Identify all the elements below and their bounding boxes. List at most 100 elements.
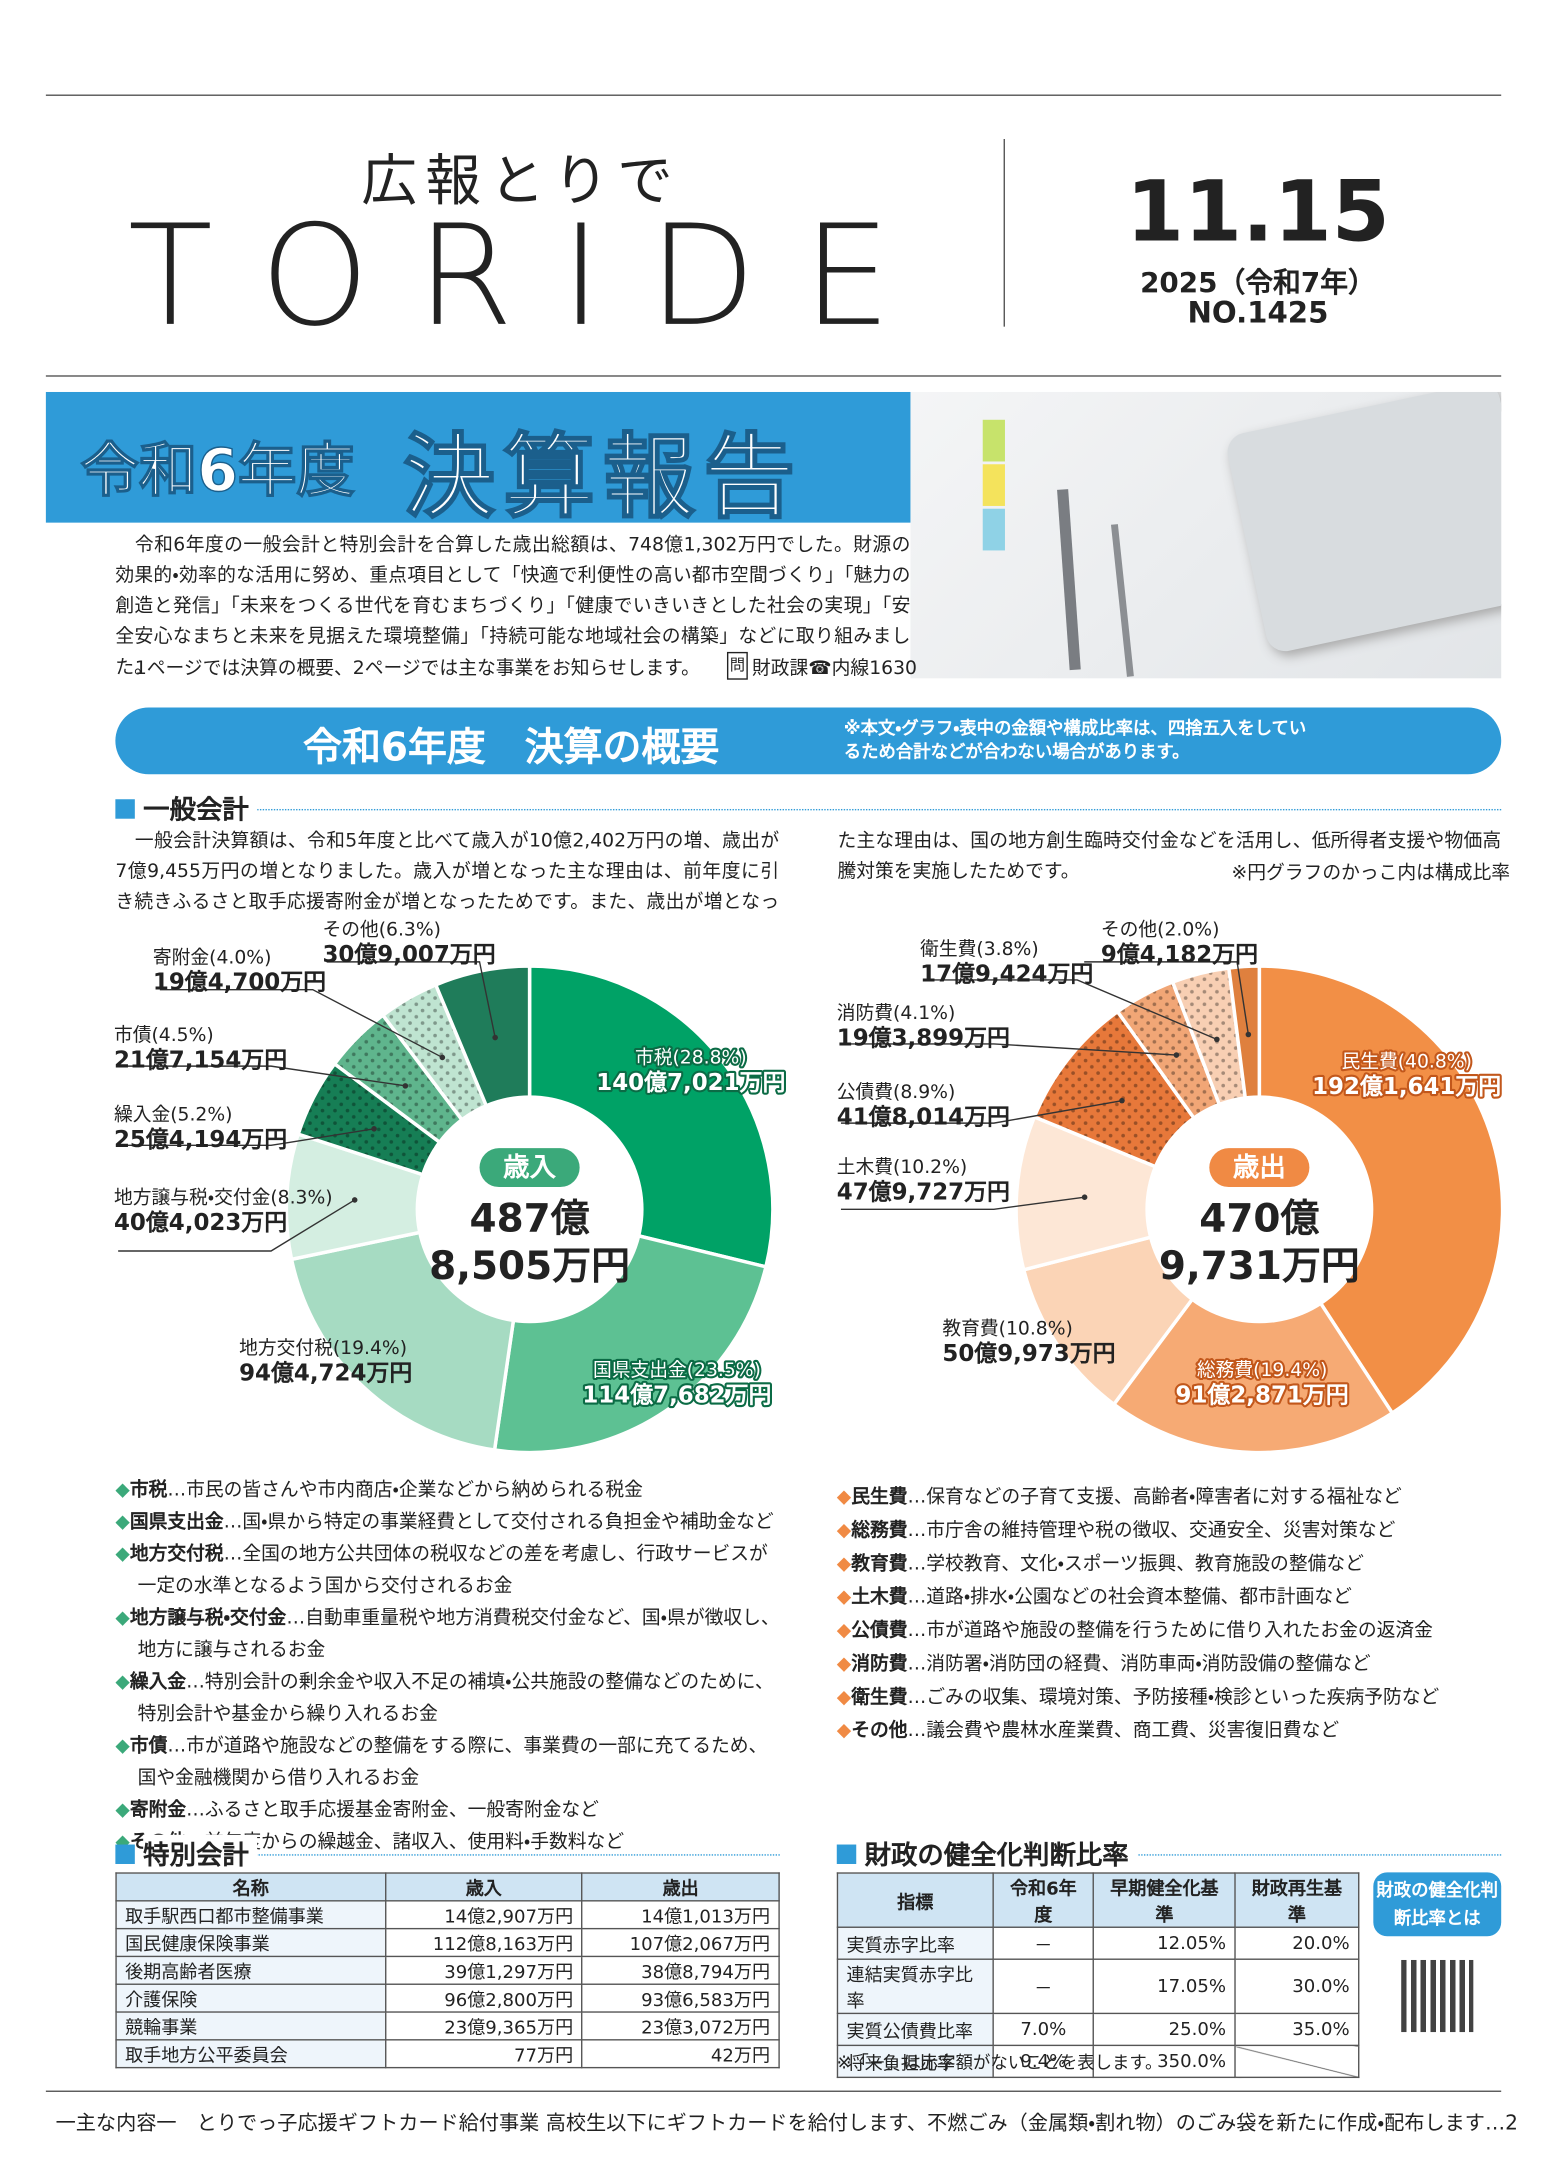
slice-amount: 140億7,021万円	[596, 1070, 785, 1096]
slice-name: 土木費	[837, 1156, 893, 1178]
slice-label: 市税(28.8%)	[635, 1046, 747, 1068]
leader-line	[840, 1043, 1177, 1056]
hero-photo	[910, 391, 1502, 679]
masthead-divider	[1003, 139, 1005, 327]
masthead-subtitle: 広報とりで	[361, 150, 682, 215]
table-cell: －	[992, 1958, 1095, 2015]
expense-glossary: ◆民生費…保育などの子育て支援、高齢者・障害者に対する福祉など ◆総務費…市庁舎の…	[837, 1480, 1501, 1747]
leader-line	[159, 988, 443, 1059]
glossary-desc: …市庁舎の維持管理や税の徴収、交通安全、災害対策など	[907, 1519, 1396, 1542]
leader-dot	[371, 1126, 377, 1132]
overview-note: ※本文・グラフ・表中の金額や構成比率は、四捨五入をしているため合計などが合わない…	[843, 717, 1307, 762]
heading-marker	[115, 798, 135, 819]
slice-amount: 40億4,023万円	[114, 1210, 287, 1236]
glossary-term: 繰入金	[129, 1670, 187, 1694]
fiscal-badge[interactable]: 財政の健全化判断比率とは	[1373, 1872, 1502, 1937]
glossary-desc: …議会費や農林水産業費、商工費、災害復旧費など	[907, 1719, 1340, 1742]
glossary-bullet: ◆	[115, 1510, 130, 1534]
glossary-desc: …特別会計の剰余金や収入不足の補填・公共施設の整備などのために、特別会計や基金か…	[137, 1670, 774, 1725]
column-header: 令和6年度	[992, 1872, 1095, 1928]
table-cell: 42万円	[581, 2039, 780, 2069]
slice-label: 公債費(8.9%)	[837, 1081, 956, 1103]
glossary-term: 市債	[129, 1734, 168, 1757]
table-row: 連結実質赤字比率－ 17.05% 30.0%	[836, 1958, 1360, 2015]
table-row: 実質赤字比率－ 12.05% 20.0%	[836, 1926, 1360, 1960]
center-total: 8,505万円	[429, 1244, 630, 1289]
glossary-term: 民生費	[851, 1485, 908, 1509]
glossary-bullet: ◆	[115, 1478, 130, 1502]
leader-line	[840, 1099, 1123, 1124]
glossary-desc: …市民の皆さんや市内商店・企業などから納められる税金	[167, 1478, 643, 1502]
glossary-item: ◆衛生費…ごみの収集、環境対策、予防接種・検診といった疾病予防など	[837, 1681, 1501, 1714]
leader-line	[1084, 961, 1250, 1035]
column-header: 財政再生基準	[1234, 1872, 1360, 1928]
table-cell: 112億8,163万円	[384, 1927, 583, 1958]
slice-amount: 94億4,724万円	[239, 1360, 412, 1386]
slice-name: 民生費	[1341, 1051, 1397, 1073]
hero-title: 決算報告	[402, 423, 804, 532]
pie-note: ※円グラフのかっこ内は構成比率	[1223, 856, 1510, 885]
column-header: 歳出	[581, 1872, 780, 1902]
table-cell: 23億9,365万円	[384, 2011, 583, 2041]
pie-hole	[415, 1095, 644, 1324]
leader-line	[118, 1199, 356, 1252]
table-cell: 競輪事業	[115, 2011, 387, 2041]
slice-label: その他(6.3%)	[322, 918, 441, 940]
slice-label: 地方譲与税・交付金(8.3%)	[114, 1187, 333, 1209]
slice-percent: (40.8%)	[1398, 1052, 1472, 1073]
heading-marker	[836, 1843, 857, 1864]
slice-name: 寄附金	[153, 946, 209, 968]
intro-note: 1ページでは決算の概要、2ページでは主な事業をお知らせします。	[134, 657, 700, 680]
center-label: 歳出	[1233, 1152, 1286, 1183]
leader-dot	[1214, 1036, 1220, 1043]
glossary-desc: …自動車重量税や地方消費税交付金など、国・県が徴収し、地方に譲与されるお金	[137, 1606, 780, 1662]
glossary-bullet: ◆	[836, 1585, 852, 1609]
glossary-bullet: ◆	[836, 1552, 852, 1575]
slice-name: 教育費	[942, 1317, 998, 1339]
table-cell: 後期高齢者医療	[115, 1955, 387, 1985]
slice-name: その他	[1101, 918, 1157, 940]
table-cell: 7.0%	[992, 2012, 1095, 2047]
slice-percent: (10.8%)	[999, 1318, 1073, 1339]
slice-amount: 30億9,007万円	[322, 942, 495, 968]
heading-text: 一般会計	[143, 789, 258, 828]
masthead-title: TORIDE	[127, 194, 939, 358]
heading-rule	[1128, 1853, 1502, 1855]
slice-amount: 25億4,194万円	[114, 1127, 287, 1153]
glossary-bullet: ◆	[836, 1719, 852, 1742]
slice-percent: (4.0%)	[209, 947, 271, 968]
glossary-bullet: ◆	[836, 1619, 852, 1642]
intro-text: 令和6年度の一般会計と特別会計を合算した歳出総額は、748億1,302万円でした…	[115, 533, 911, 679]
center-total: 9,731万円	[1159, 1244, 1360, 1289]
glossary-item: ◆民生費…保育などの子育て支援、高齢者・障害者に対する福祉など	[837, 1480, 1501, 1513]
glossary-desc: …学校教育、文化・スポーツ振興、教育施設の整備など	[907, 1552, 1364, 1575]
table-header-row: 指標 令和6年度 早期健全化基準 財政再生基準	[836, 1872, 1360, 1928]
fiscal-table: 指標 令和6年度 早期健全化基準 財政再生基準 実質赤字比率－ 12.05% 20.0% 連結…	[836, 1872, 1360, 2079]
table-cell: 国民健康保険事業	[115, 1927, 387, 1958]
slice-label: 消防費(4.1%)	[837, 1002, 956, 1024]
table-cell: 39億1,297万円	[384, 1955, 583, 1985]
heading-rule	[240, 1853, 780, 1855]
table-cell: 実質公債費比率	[836, 2012, 994, 2047]
table-cell: 93億6,583万円	[581, 1983, 780, 2013]
table-cell: 350.0%	[1093, 2044, 1236, 2079]
leader-dot	[402, 1083, 409, 1089]
glossary-desc: …市が道路や施設などの整備をする際に、事業費の一部に充てるため、国や金融機関から…	[137, 1734, 768, 1789]
slice-percent: (8.9%)	[893, 1082, 955, 1103]
slice-name: 公債費	[837, 1081, 893, 1103]
glossary-bullet: ◆	[115, 1606, 130, 1630]
leader-dot	[492, 1034, 498, 1041]
leader-line	[326, 961, 496, 1038]
header-rule	[45, 375, 1502, 377]
slice-label: 市債(4.5%)	[114, 1024, 214, 1046]
center-badge	[1209, 1148, 1310, 1188]
table-row: 将来負担比率 9.4% 350.0%	[836, 2044, 1360, 2079]
issue-number: NO.1425	[1187, 296, 1329, 330]
slice-name: 総務費	[1197, 1359, 1253, 1381]
glossary-desc: …前年度からの繰越金、諸収入、使用料・手数料など	[186, 1830, 625, 1853]
qr-code[interactable]	[1395, 1954, 1479, 2038]
top-rule	[45, 94, 1502, 96]
column-header: 名称	[115, 1872, 387, 1902]
